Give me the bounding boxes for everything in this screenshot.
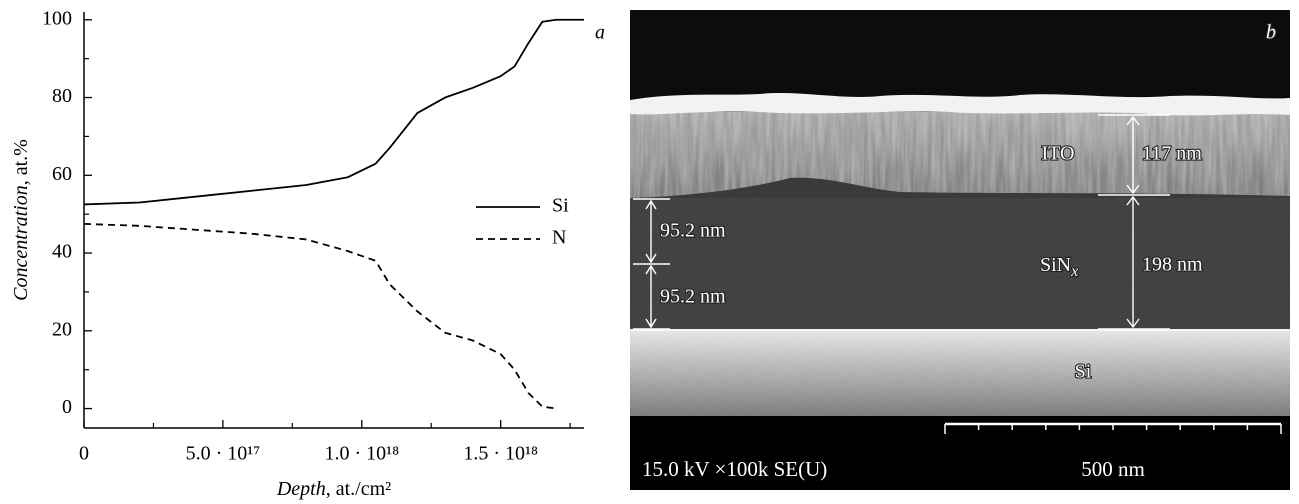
thickness-label: 117 nm [1142, 143, 1202, 165]
y-tick-label: 60 [52, 163, 72, 185]
thickness-label: 95.2 nm [660, 286, 726, 308]
y-tick-label: 80 [52, 85, 72, 107]
y-axis-label-name: Concentration [10, 185, 32, 301]
x-axis-label-unit: , at./cm² [326, 478, 391, 500]
scale-label: 500 nm [1081, 457, 1145, 481]
series-line [84, 224, 556, 409]
page: {"chart_data": {"type": "line", "panel_l… [0, 0, 1299, 504]
figure: a Depth, at./cm² Concentration, at.% b I… [0, 0, 1299, 504]
layer-label: Si [1075, 361, 1092, 383]
x-axis-label: Depth, at./cm² [276, 478, 391, 500]
series-line [84, 20, 584, 205]
si-texture [630, 330, 1290, 416]
x-tick-label: 1.5 · 10¹⁸ [463, 443, 538, 465]
y-axis-label: Concentration, at.% [10, 139, 32, 301]
layer-label-sub: x [1070, 263, 1078, 280]
layer-label-main: SiN [1040, 254, 1071, 276]
y-tick-label: 20 [52, 318, 72, 340]
layer-label: ITO [1042, 143, 1075, 165]
x-tick-label: 0 [79, 443, 89, 465]
x-tick-label: 5.0 · 10¹⁷ [186, 443, 261, 465]
instrument-settings: 15.0 kV ×100k SE(U) [642, 457, 827, 481]
y-tick-label: 100 [42, 7, 72, 29]
panel-label: b [1266, 22, 1276, 44]
x-tick-label: 1.0 · 10¹⁸ [324, 443, 399, 465]
y-tick-label: 40 [52, 241, 72, 263]
thickness-label: 95.2 nm [660, 220, 726, 242]
thickness-label: 198 nm [1142, 254, 1203, 276]
legend-label: Si [552, 195, 569, 217]
y-tick-label: 0 [62, 396, 72, 418]
sem-image: b ITO 117 nm SiNx 198 nm 95.2 nm 95.2 nm… [630, 10, 1290, 490]
x-axis-label-name: Depth [276, 478, 326, 500]
y-axis-label-unit: , at.% [10, 139, 32, 185]
panel-label: a [595, 22, 605, 44]
legend-label: N [552, 227, 566, 249]
